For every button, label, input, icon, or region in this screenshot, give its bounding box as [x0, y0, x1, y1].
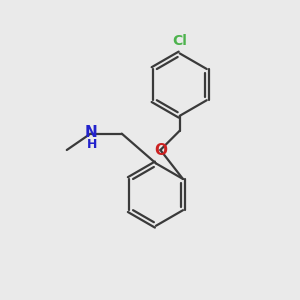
Text: N: N: [84, 125, 97, 140]
Text: Cl: Cl: [172, 34, 187, 48]
Text: H: H: [87, 138, 97, 151]
Text: O: O: [154, 142, 167, 158]
